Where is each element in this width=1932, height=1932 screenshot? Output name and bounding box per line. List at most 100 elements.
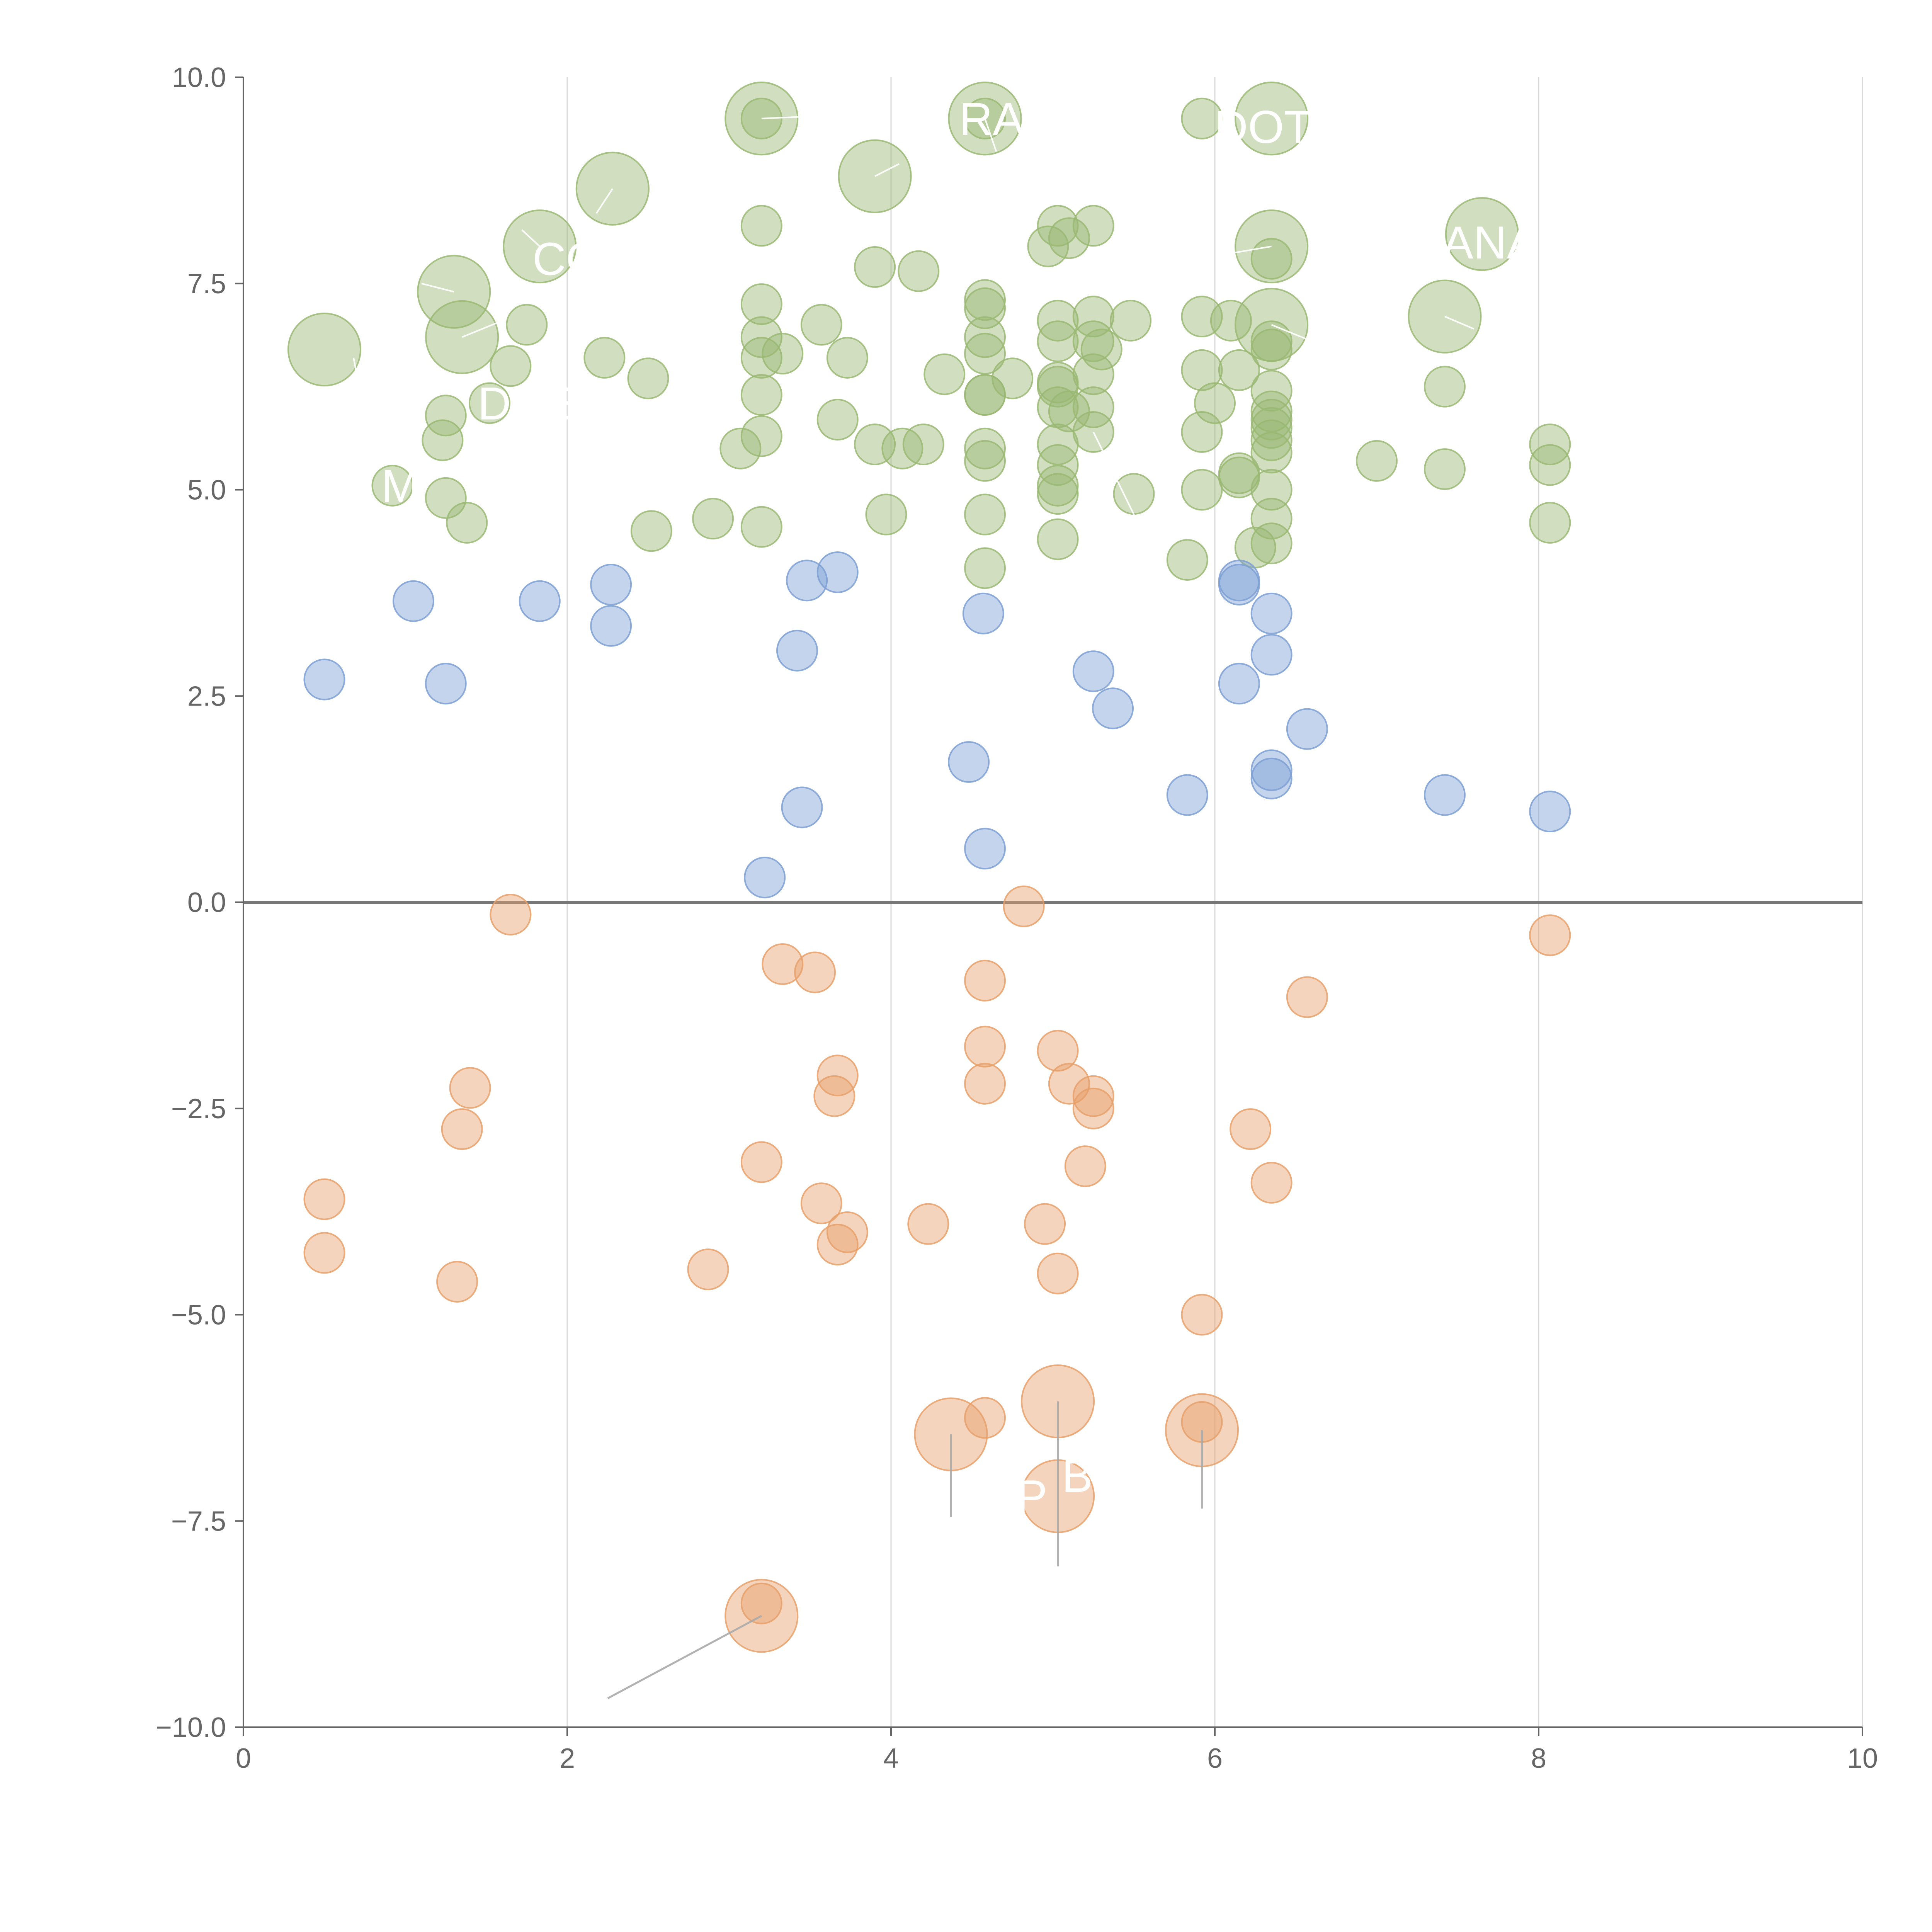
high-point xyxy=(583,337,626,379)
high-point xyxy=(1181,411,1223,453)
leader-layer xyxy=(352,115,1475,1699)
x-tick-label: 4 xyxy=(883,1743,899,1774)
high-point xyxy=(1072,296,1114,338)
high-point xyxy=(740,374,782,416)
high-point xyxy=(992,357,1034,400)
low-point xyxy=(1037,1252,1079,1294)
high-point xyxy=(740,205,782,247)
high-point xyxy=(1037,205,1079,247)
high-point xyxy=(816,399,859,441)
mid-point xyxy=(519,580,561,622)
high-point xyxy=(1072,205,1114,247)
high-point xyxy=(1423,448,1466,490)
low-point xyxy=(740,1141,782,1183)
low-point xyxy=(441,1108,483,1150)
x-tick-label: 6 xyxy=(1207,1743,1223,1774)
low-point xyxy=(964,1397,1006,1439)
high-point xyxy=(287,312,362,387)
low-point xyxy=(740,1582,782,1624)
mid-point xyxy=(1250,634,1293,676)
high-point xyxy=(1423,366,1466,408)
low-point xyxy=(1064,1145,1106,1187)
high-point xyxy=(1072,353,1114,395)
high-point xyxy=(1080,328,1122,371)
high-point xyxy=(964,316,1006,358)
high-point xyxy=(1218,349,1260,391)
high-point xyxy=(692,498,734,540)
mid-point xyxy=(962,592,1004,634)
high-point xyxy=(923,353,966,395)
high-point xyxy=(740,283,782,325)
low-point xyxy=(687,1248,729,1291)
low-point xyxy=(964,959,1006,1002)
high-point xyxy=(964,279,1006,321)
high-point xyxy=(1210,299,1252,342)
y-tick-label: 7.5 xyxy=(187,269,226,299)
high-point xyxy=(964,333,1006,375)
mid-point xyxy=(392,580,434,622)
high-point xyxy=(964,427,1006,469)
high-point xyxy=(425,477,467,519)
high-point xyxy=(446,502,488,544)
mid-point xyxy=(1423,774,1466,816)
mid-point xyxy=(1250,749,1293,791)
x-tick-label: 8 xyxy=(1531,1743,1546,1774)
low-point xyxy=(1072,1075,1114,1117)
high-point xyxy=(719,427,762,469)
points-layer xyxy=(287,82,1571,1653)
leader-line xyxy=(607,1615,762,1699)
point-label: P xyxy=(1017,1471,1048,1522)
high-point xyxy=(490,345,532,387)
high-point xyxy=(854,423,896,466)
leader-line xyxy=(461,320,503,338)
leader-line xyxy=(521,229,541,247)
high-point xyxy=(1356,440,1398,482)
high-point xyxy=(1072,320,1114,362)
y-tick-label: 5.0 xyxy=(187,475,226,506)
high-point xyxy=(1250,432,1293,474)
high-point xyxy=(1037,473,1079,515)
y-tick-label: 2.5 xyxy=(187,681,226,712)
low-point xyxy=(964,1063,1006,1105)
high-point xyxy=(964,547,1006,589)
low-point xyxy=(800,1182,842,1225)
low-point xyxy=(762,943,804,985)
y-tick-label: −7.5 xyxy=(171,1506,226,1537)
leader-line xyxy=(1092,432,1143,532)
high-point xyxy=(1166,539,1208,581)
point-label: ANA xyxy=(1442,217,1538,269)
high-point xyxy=(1250,522,1293,565)
low-point xyxy=(813,1075,855,1117)
high-point xyxy=(1037,361,1079,403)
mid-point xyxy=(964,828,1006,870)
low-point xyxy=(1003,885,1045,927)
mid-point xyxy=(1250,592,1293,634)
point-label: M xyxy=(381,460,420,512)
high-point xyxy=(1037,299,1079,342)
low-point xyxy=(1250,1162,1293,1204)
mid-point xyxy=(1166,774,1208,816)
low-point xyxy=(1037,1030,1079,1072)
high-point xyxy=(762,333,804,375)
low-point xyxy=(436,1261,478,1303)
point-label: DOT xyxy=(1214,101,1312,153)
mid-point xyxy=(1092,687,1134,730)
high-point xyxy=(1072,386,1114,428)
low-point xyxy=(964,1026,1006,1068)
y-tick-label: −2.5 xyxy=(171,1094,226,1124)
point-label: D xyxy=(478,378,511,429)
high-point xyxy=(630,510,672,552)
low-point xyxy=(1286,976,1328,1018)
point-label: RA xyxy=(959,93,1024,145)
high-point xyxy=(1250,469,1293,511)
mid-point xyxy=(590,564,632,606)
leader-line xyxy=(984,118,997,152)
low-point xyxy=(1230,1108,1272,1150)
high-point xyxy=(854,246,896,288)
high-point xyxy=(468,382,510,424)
leader-line xyxy=(874,163,900,177)
y-tick-label: 0.0 xyxy=(187,887,226,918)
low-point xyxy=(1529,914,1571,956)
mid-point xyxy=(1529,791,1571,833)
high-point xyxy=(1250,399,1293,441)
